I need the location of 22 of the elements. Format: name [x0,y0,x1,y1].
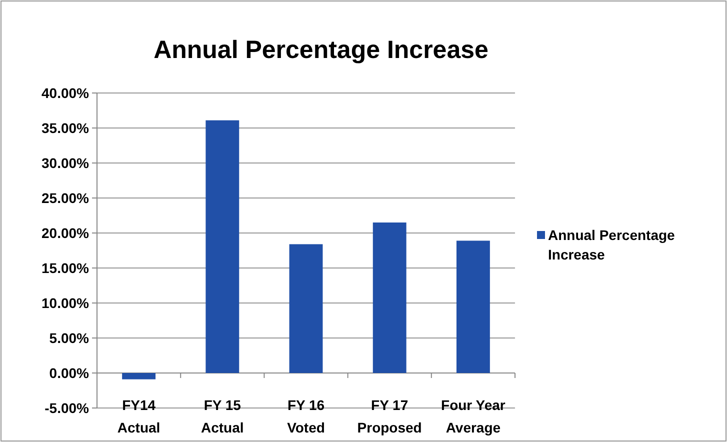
bar [122,373,156,380]
x-tick-label: Four Year Average [441,397,506,436]
y-tick-label: 40.00% [42,84,90,101]
x-tick-label: FY 17 Proposed [357,397,422,436]
x-tick-label: FY 15 Actual [201,397,244,436]
legend-label: Annual Percentage Increase [548,227,676,263]
chart-title: Annual Percentage Increase [154,36,489,64]
x-tick-label: FY 16 Voted [287,397,325,436]
bar [372,222,406,373]
y-tick-label: 0.00% [49,364,90,381]
y-tick-label: 35.00% [42,120,90,136]
x-tick-label: FY14 Actual [117,397,160,436]
bar [289,244,323,373]
bar [206,120,240,373]
y-tick-label: 5.00% [49,330,90,346]
y-tick-label: 15.00% [42,260,90,276]
y-tick-label: -5.00% [44,400,90,416]
y-tick-label: 10.00% [42,294,90,311]
y-tick-label: 30.00% [42,154,90,171]
y-tick-label: 20.00% [42,224,90,241]
bar [456,240,490,373]
y-tick-label: 25.00% [42,190,90,206]
